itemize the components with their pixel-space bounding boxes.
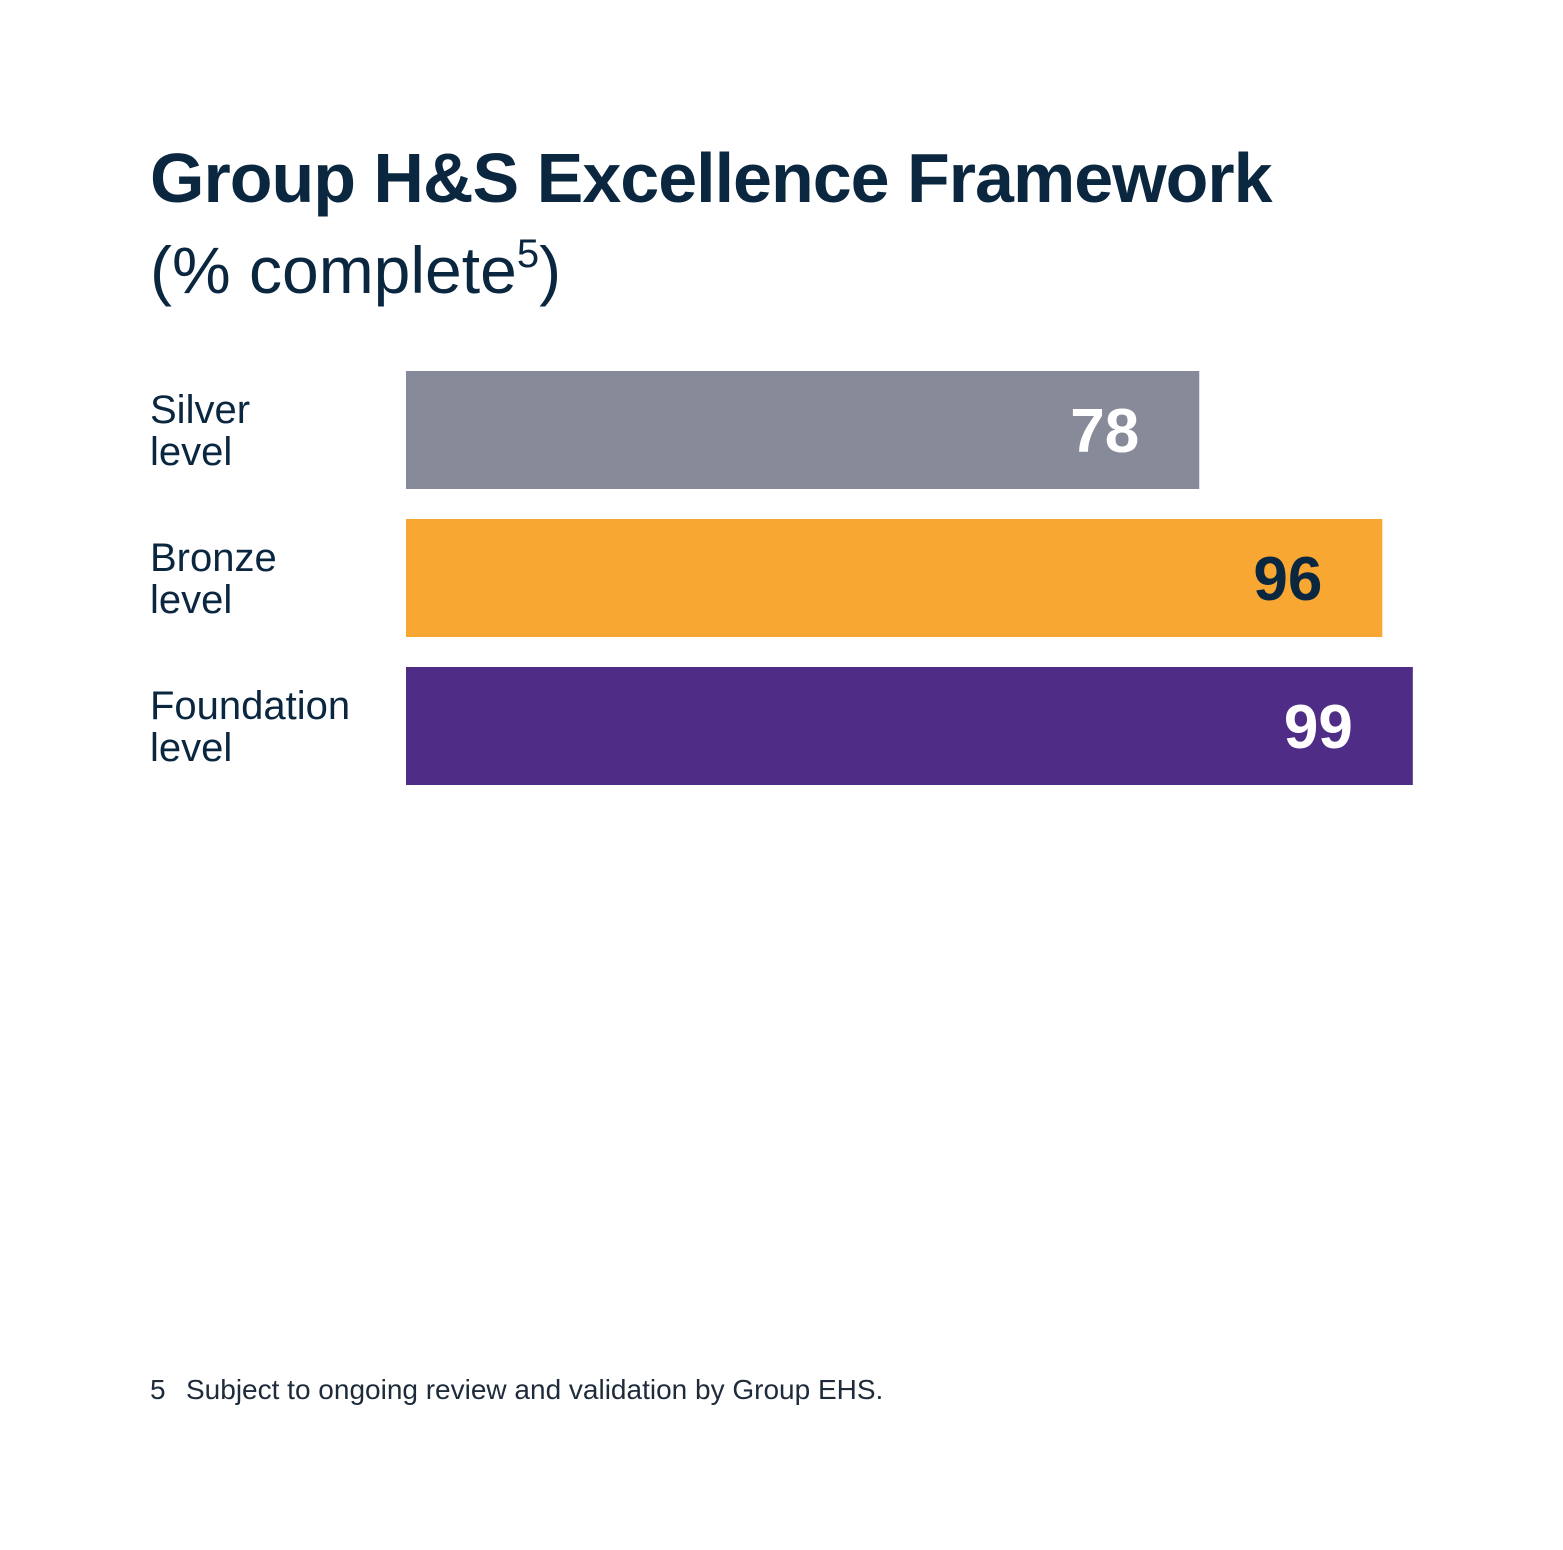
footnote-marker: 5 bbox=[516, 232, 540, 276]
category-label-line: level bbox=[150, 578, 232, 622]
subtitle-text: (% complete bbox=[150, 233, 517, 307]
category-label-line: Silver bbox=[150, 388, 250, 432]
footnote: 5 Subject to ongoing review and validatio… bbox=[150, 1372, 883, 1408]
data-label-silver: 78 bbox=[1070, 397, 1139, 466]
category-label-line: level bbox=[150, 726, 232, 770]
category-label-line: level bbox=[150, 430, 232, 474]
bar-bronze bbox=[406, 519, 1383, 637]
category-label-line: Foundation bbox=[150, 684, 350, 728]
footnote-text: Subject to ongoing review and validation… bbox=[186, 1374, 884, 1405]
bar-silver bbox=[406, 371, 1200, 489]
category-label-line: Bronze bbox=[150, 536, 277, 580]
bar-foundation bbox=[406, 667, 1413, 785]
subtitle-close: ) bbox=[539, 233, 562, 307]
chart-subtitle: (% complete5) bbox=[150, 230, 561, 320]
data-label-foundation: 99 bbox=[1284, 693, 1353, 762]
chart-title: Group H&S Excellence Framework bbox=[150, 139, 1273, 217]
category-label-bronze: Bronze level bbox=[150, 536, 277, 622]
category-label-silver: Silver level bbox=[150, 388, 250, 474]
data-label-bronze: 96 bbox=[1253, 545, 1322, 614]
footnote-number: 5 bbox=[150, 1374, 166, 1405]
category-label-foundation: Foundation level bbox=[150, 684, 350, 770]
